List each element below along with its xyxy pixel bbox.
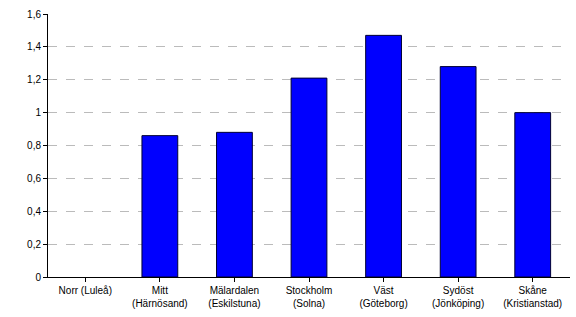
svg-text:Norr (Luleå): Norr (Luleå) <box>59 285 112 296</box>
svg-text:0: 0 <box>35 272 41 283</box>
svg-text:1: 1 <box>35 107 41 118</box>
svg-text:Sydöst(Jönköping): Sydöst(Jönköping) <box>432 285 484 309</box>
svg-text:Mitt(Härnösand): Mitt(Härnösand) <box>132 285 188 309</box>
svg-text:0,8: 0,8 <box>27 140 41 151</box>
svg-text:1,4: 1,4 <box>27 41 41 52</box>
svg-text:0,4: 0,4 <box>27 206 41 217</box>
svg-text:1,2: 1,2 <box>27 74 41 85</box>
svg-text:Väst(Göteborg): Väst(Göteborg) <box>359 285 407 309</box>
svg-text:0,2: 0,2 <box>27 239 41 250</box>
svg-text:Mälardalen(Eskilstuna): Mälardalen(Eskilstuna) <box>208 285 260 309</box>
svg-text:Stockholm(Solna): Stockholm(Solna) <box>286 285 333 309</box>
svg-text:Skåne(Kristianstad): Skåne(Kristianstad) <box>503 285 562 309</box>
svg-text:1,6: 1,6 <box>27 9 41 20</box>
svg-text:0,6: 0,6 <box>27 173 41 184</box>
